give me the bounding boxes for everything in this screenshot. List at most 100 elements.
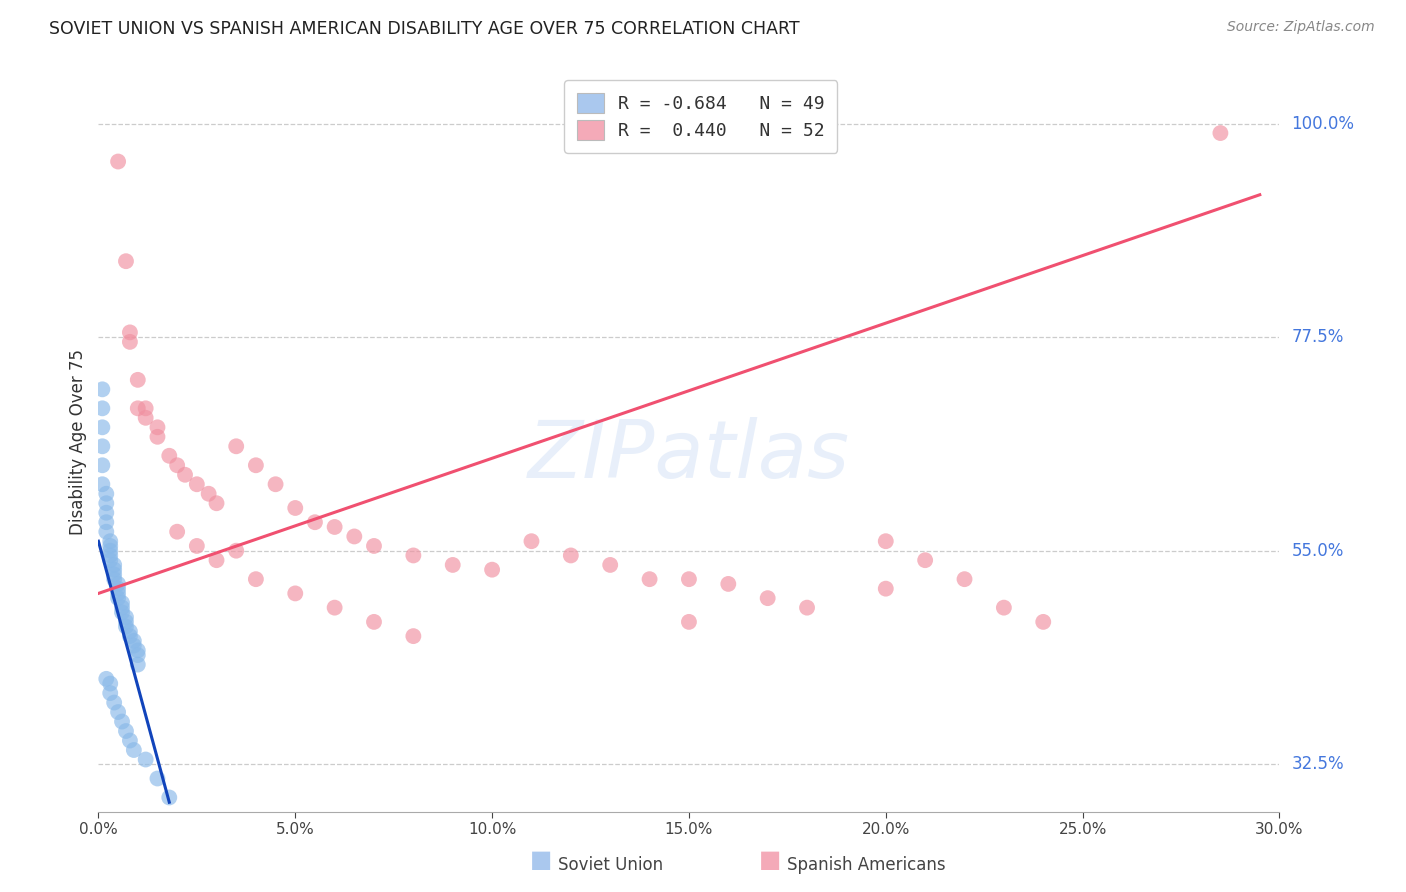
Point [481, 563, 503, 577]
Point [118, 733, 141, 747]
Point [118, 334, 141, 349]
Text: ■: ■ [759, 848, 782, 872]
Point [197, 487, 219, 501]
Point [111, 596, 134, 610]
Point [284, 586, 307, 600]
Point [122, 633, 145, 648]
Point [91, 477, 114, 491]
Point [103, 558, 125, 572]
Point [122, 743, 145, 757]
Point [135, 752, 157, 766]
Point [118, 629, 141, 643]
Point [98, 539, 121, 553]
Point [127, 657, 149, 672]
Point [107, 591, 129, 606]
Point [103, 567, 125, 582]
Point [135, 410, 157, 425]
Point [1209, 126, 1232, 140]
Point [157, 790, 180, 805]
Point [599, 558, 621, 572]
Point [111, 714, 134, 729]
Point [953, 572, 976, 586]
Point [363, 615, 385, 629]
Point [174, 467, 197, 482]
Point [441, 558, 464, 572]
Point [115, 619, 138, 633]
Point [284, 500, 307, 515]
Point [115, 610, 138, 624]
Point [146, 420, 169, 434]
Point [118, 326, 141, 340]
Point [264, 477, 287, 491]
Text: 32.5%: 32.5% [1291, 756, 1344, 773]
Point [107, 582, 129, 596]
Point [118, 624, 141, 639]
Point [127, 401, 149, 416]
Point [107, 577, 129, 591]
Point [103, 696, 125, 710]
Point [98, 534, 121, 549]
Point [103, 572, 125, 586]
Point [402, 629, 425, 643]
Point [993, 600, 1015, 615]
Text: ZIPatlas: ZIPatlas [527, 417, 851, 495]
Point [96, 506, 118, 520]
Text: 55.0%: 55.0% [1291, 541, 1344, 559]
Point [91, 401, 114, 416]
Point [157, 449, 180, 463]
Point [166, 458, 188, 473]
Point [96, 515, 118, 529]
Point [115, 724, 138, 739]
Point [91, 420, 114, 434]
Point [96, 487, 118, 501]
Point [111, 606, 134, 620]
Point [796, 600, 818, 615]
Point [304, 515, 326, 529]
Point [91, 382, 114, 396]
Point [98, 553, 121, 567]
Point [103, 563, 125, 577]
Point [96, 496, 118, 510]
Point [205, 553, 228, 567]
Point [363, 539, 385, 553]
Point [98, 686, 121, 700]
Point [122, 639, 145, 653]
Point [914, 553, 936, 567]
Point [205, 496, 228, 510]
Point [678, 615, 700, 629]
Point [91, 439, 114, 453]
Point [186, 539, 208, 553]
Point [323, 520, 346, 534]
Point [678, 572, 700, 586]
Point [98, 676, 121, 690]
Point [111, 600, 134, 615]
Point [756, 591, 779, 606]
Point [98, 543, 121, 558]
Text: Soviet Union: Soviet Union [558, 856, 664, 874]
Point [146, 430, 169, 444]
Point [245, 572, 267, 586]
Point [245, 458, 267, 473]
Point [146, 772, 169, 786]
Point [717, 577, 740, 591]
Point [135, 401, 157, 416]
Point [343, 529, 366, 543]
Point [225, 439, 247, 453]
Point [186, 477, 208, 491]
Point [91, 458, 114, 473]
Point [127, 643, 149, 657]
Point [127, 373, 149, 387]
Point [96, 524, 118, 539]
Point [402, 549, 425, 563]
Point [1032, 615, 1054, 629]
Point [115, 254, 138, 268]
Point [107, 586, 129, 600]
Point [107, 154, 129, 169]
Point [107, 705, 129, 719]
Point [638, 572, 661, 586]
Point [560, 549, 582, 563]
Text: Source: ZipAtlas.com: Source: ZipAtlas.com [1227, 20, 1375, 34]
Point [166, 524, 188, 539]
Point [875, 582, 897, 596]
Point [225, 543, 247, 558]
